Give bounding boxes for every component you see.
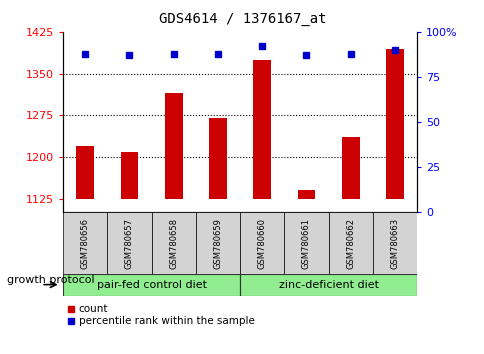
Bar	[385, 48, 403, 199]
Text: GSM780661: GSM780661	[302, 218, 310, 269]
Text: GSM780662: GSM780662	[346, 218, 354, 269]
Text: GSM780656: GSM780656	[80, 218, 90, 269]
Text: GSM780660: GSM780660	[257, 218, 266, 269]
Bar	[297, 190, 315, 199]
Text: GSM780663: GSM780663	[390, 218, 399, 269]
Bar	[121, 153, 138, 199]
Text: pair-fed control diet: pair-fed control diet	[96, 280, 206, 290]
FancyBboxPatch shape	[63, 212, 107, 274]
Text: GSM780658: GSM780658	[169, 218, 178, 269]
Bar	[341, 137, 359, 199]
Bar	[253, 59, 271, 199]
Text: GDS4614 / 1376167_at: GDS4614 / 1376167_at	[158, 12, 326, 27]
FancyBboxPatch shape	[328, 212, 372, 274]
FancyBboxPatch shape	[63, 274, 240, 296]
Text: GSM780659: GSM780659	[213, 218, 222, 269]
FancyBboxPatch shape	[284, 212, 328, 274]
FancyBboxPatch shape	[107, 212, 151, 274]
FancyBboxPatch shape	[372, 212, 416, 274]
Bar	[209, 118, 227, 199]
FancyBboxPatch shape	[240, 212, 284, 274]
FancyBboxPatch shape	[240, 274, 416, 296]
FancyBboxPatch shape	[151, 212, 196, 274]
Text: zinc-deficient diet: zinc-deficient diet	[278, 280, 378, 290]
Text: GSM780657: GSM780657	[125, 218, 134, 269]
FancyBboxPatch shape	[196, 212, 240, 274]
Text: growth protocol: growth protocol	[7, 275, 95, 285]
Legend: count, percentile rank within the sample: count, percentile rank within the sample	[68, 304, 254, 326]
Bar	[165, 93, 182, 199]
Bar	[76, 146, 94, 199]
